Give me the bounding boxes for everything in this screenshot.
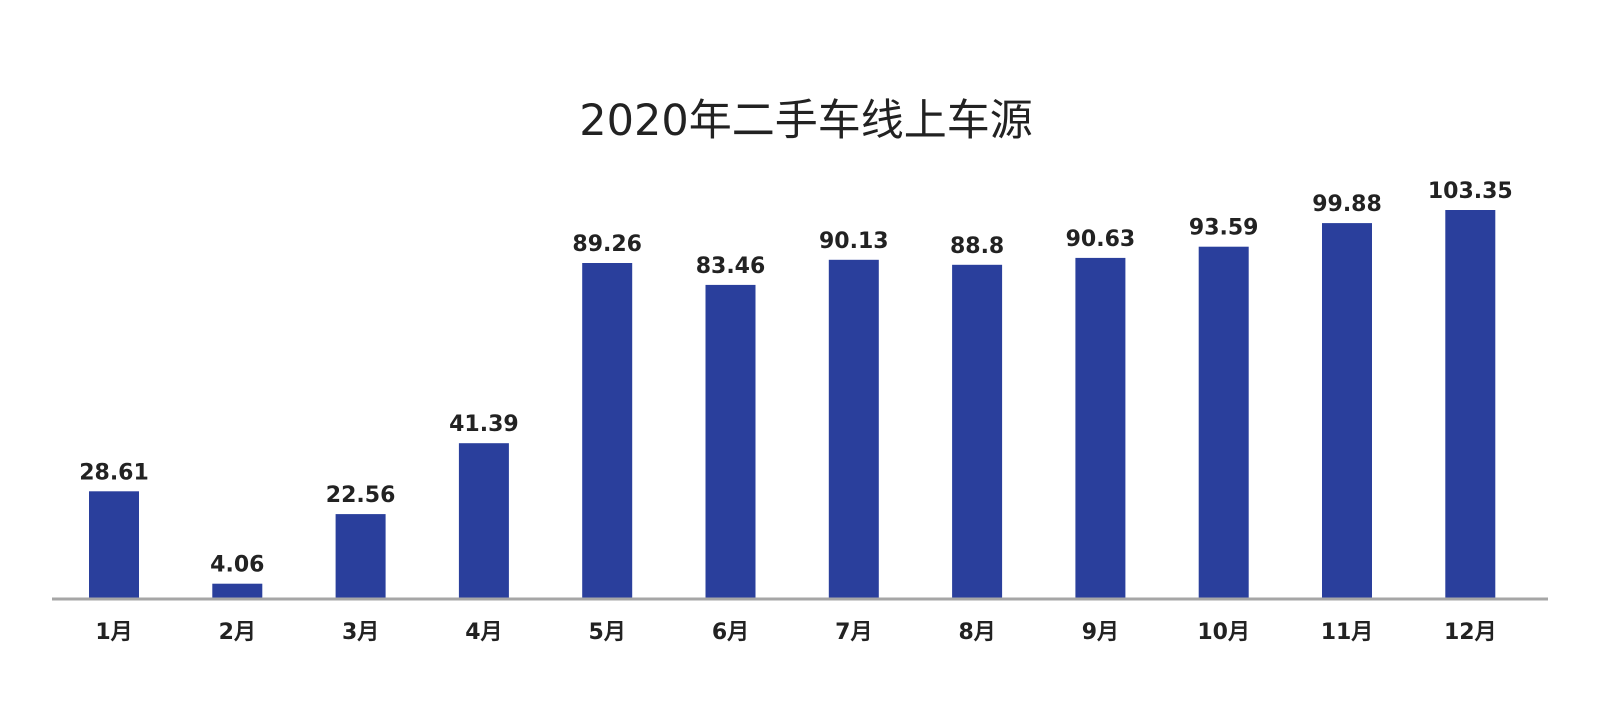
x-tick-label-11: 11月 (1321, 620, 1374, 645)
data-label-5: 89.26 (572, 232, 642, 257)
bar-12 (1445, 210, 1496, 599)
bars-layer (89, 210, 1496, 599)
data-label-4: 41.39 (449, 412, 519, 437)
bar-8 (952, 264, 1003, 599)
data-label-7: 90.13 (819, 229, 889, 254)
data-label-6: 83.46 (696, 254, 766, 279)
x-tick-label-4: 4月 (465, 620, 502, 645)
bar-4 (458, 443, 509, 599)
x-tick-label-2: 2月 (219, 620, 256, 645)
x-tick-label-12: 12月 (1444, 620, 1497, 645)
data-label-3: 22.56 (326, 483, 396, 508)
x-tick-label-9: 9月 (1082, 620, 1119, 645)
data-label-12: 103.35 (1428, 179, 1513, 204)
data-label-10: 93.59 (1189, 216, 1259, 241)
value-labels-layer: 28.61 4.06 22.56 41.39 89.26 83.46 90.13 88.8 90… (79, 179, 1513, 578)
chart-title: 2020年二手车线上车源 (579, 96, 1033, 146)
data-label-11: 99.88 (1312, 192, 1382, 217)
x-tick-label-8: 8月 (958, 620, 995, 645)
x-tick-labels-layer: 1月 2月 3月 4月 5月 6月 7月 8月 9月 10月 11月 12月 (95, 620, 1496, 645)
bar-11 (1322, 223, 1372, 599)
x-tick-label-5: 5月 (589, 620, 626, 645)
bar-6 (705, 284, 756, 599)
bar-5 (582, 263, 633, 599)
bar-1 (89, 491, 139, 599)
data-label-8: 88.8 (950, 234, 1004, 259)
x-tick-label-3: 3月 (342, 620, 379, 645)
x-tick-label-1: 1月 (95, 620, 132, 645)
bar-7 (828, 259, 879, 599)
bar-9 (1075, 257, 1126, 599)
x-tick-label-7: 7月 (835, 620, 872, 645)
bar-3 (335, 514, 386, 599)
data-label-2: 4.06 (210, 553, 264, 578)
bar-2 (212, 583, 263, 599)
x-tick-label-10: 10月 (1197, 620, 1250, 645)
data-label-9: 90.63 (1066, 227, 1136, 252)
bar-10 (1198, 246, 1249, 599)
data-label-1: 28.61 (79, 460, 149, 485)
x-tick-label-6: 6月 (712, 620, 749, 645)
